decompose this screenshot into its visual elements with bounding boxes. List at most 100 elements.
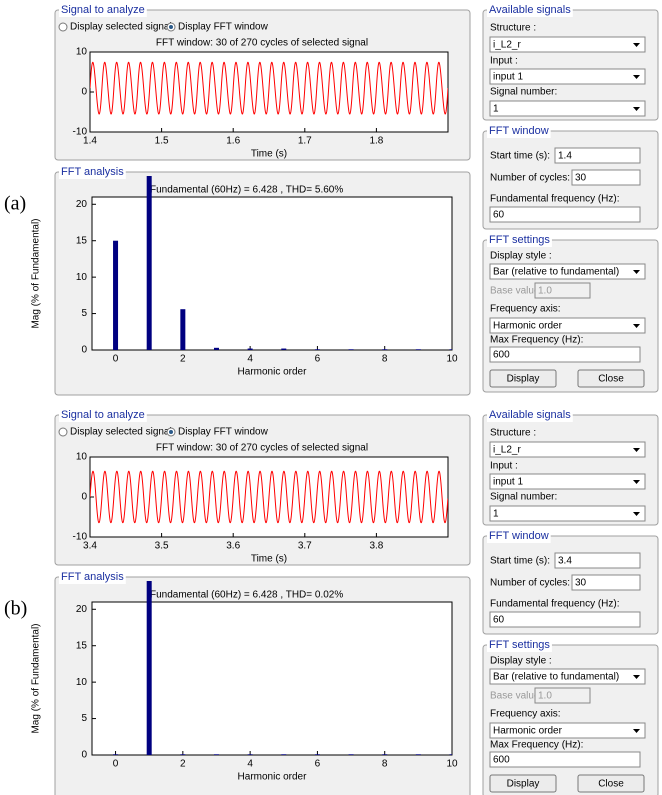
- input-box[interactable]: [489, 346, 641, 363]
- dropdown[interactable]: [489, 36, 646, 53]
- bar: [180, 754, 186, 755]
- x-axis-label: Harmonic order: [238, 772, 308, 783]
- group-title-bg: [487, 3, 573, 17]
- x-tick-label: 6: [315, 759, 321, 770]
- dropdown-text: Bar (relative to fundamental): [493, 672, 619, 683]
- x-tick-label: 3.7: [298, 541, 312, 552]
- group-title-bg: [487, 124, 551, 138]
- group-title: FFT window: [489, 125, 549, 137]
- x-tick-label: 3.6: [226, 541, 240, 552]
- group-box: [482, 644, 659, 795]
- group-title: Available signals: [489, 409, 571, 421]
- bar: [146, 176, 152, 350]
- input-box[interactable]: [554, 552, 641, 569]
- bar: [449, 349, 452, 350]
- button[interactable]: [577, 774, 645, 793]
- button[interactable]: [577, 369, 645, 388]
- field-label: Signal number:: [490, 87, 557, 98]
- dropdown-arrow: [633, 43, 640, 47]
- input-box[interactable]: [571, 169, 641, 186]
- x-tick-label: 3.5: [155, 541, 169, 552]
- dropdown-arrow: [633, 448, 640, 452]
- input-box-text: 1.0: [538, 286, 552, 297]
- field-label: Frequency axis:: [490, 709, 561, 720]
- x-tick-label: 0: [113, 759, 119, 770]
- y-tick-label: 15: [76, 235, 88, 246]
- input-box[interactable]: [571, 574, 641, 591]
- field-label: Max Frequency (Hz):: [490, 335, 583, 346]
- y-tick-label: 10: [76, 677, 88, 688]
- radio-button[interactable]: [58, 22, 68, 32]
- x-axis-label: Harmonic order: [238, 367, 308, 378]
- input-box[interactable]: [554, 147, 641, 164]
- group-box: [482, 239, 659, 393]
- dropdown[interactable]: [489, 317, 646, 334]
- input-box-text: 600: [493, 350, 510, 361]
- group-title-bg: [487, 408, 573, 422]
- field-label: Number of cycles:: [490, 173, 570, 184]
- dropdown[interactable]: [489, 722, 646, 739]
- button[interactable]: [489, 774, 557, 793]
- input-box[interactable]: [489, 751, 641, 768]
- button-label: Display: [507, 374, 540, 385]
- dropdown[interactable]: [489, 263, 646, 280]
- x-axis-label: Time (s): [251, 149, 287, 160]
- dropdown-text: input 1: [493, 72, 523, 83]
- input-box[interactable]: [489, 206, 641, 223]
- bar: [247, 754, 253, 755]
- field-label: Display style :: [490, 251, 552, 262]
- dropdown-text: Harmonic order: [493, 321, 563, 332]
- bar: [113, 240, 119, 350]
- y-tick-label: 10: [76, 272, 88, 283]
- field-label: Frequency axis:: [490, 304, 561, 315]
- waveform: [90, 61, 448, 115]
- x-tick-label: 6: [315, 354, 321, 365]
- group-title: FFT analysis: [61, 571, 124, 583]
- bar: [213, 347, 219, 350]
- dropdown[interactable]: [489, 441, 646, 458]
- x-tick-label: 8: [382, 354, 388, 365]
- dropdown[interactable]: [489, 473, 646, 490]
- group-title: FFT window: [489, 530, 549, 542]
- dropdown-text: input 1: [493, 477, 523, 488]
- dropdown-arrow: [633, 75, 640, 79]
- dropdown-arrow: [633, 107, 640, 111]
- x-tick-label: 8: [382, 759, 388, 770]
- y-tick-label: 20: [76, 604, 88, 615]
- field-label: Start time (s):: [490, 556, 550, 567]
- bar: [113, 754, 119, 755]
- field-label: Input :: [490, 461, 518, 472]
- radio-button[interactable]: [58, 427, 68, 437]
- bar: [314, 349, 320, 350]
- dropdown[interactable]: [489, 505, 646, 522]
- dropdown[interactable]: [489, 68, 646, 85]
- fft-title: Fundamental (60Hz) = 6.428 , THD= 5.60%: [150, 185, 343, 196]
- y-tick-label: 15: [76, 640, 88, 651]
- x-tick-label: 2: [180, 759, 186, 770]
- x-tick-label: 1.6: [226, 136, 240, 147]
- y-tick-label: 0: [81, 87, 87, 98]
- button[interactable]: [489, 369, 557, 388]
- group-title: FFT settings: [489, 639, 550, 651]
- group-title-bg: [59, 165, 126, 179]
- input-box[interactable]: [489, 611, 641, 628]
- dropdown[interactable]: [489, 668, 646, 685]
- dropdown-arrow: [633, 480, 640, 484]
- button-label: Close: [598, 779, 624, 790]
- bar: [281, 348, 287, 350]
- input-box-text: 60: [493, 210, 505, 221]
- group-title-bg: [59, 3, 147, 17]
- x-tick-label: 1.8: [369, 136, 383, 147]
- input-box: [534, 687, 591, 704]
- x-axis-label: Time (s): [251, 554, 287, 565]
- x-tick-label: 3.8: [369, 541, 383, 552]
- y-tick-label: 10: [76, 452, 88, 463]
- radio-label: Display FFT window: [178, 22, 269, 33]
- input-box-text: 30: [575, 578, 587, 589]
- group-title: FFT analysis: [61, 166, 124, 178]
- x-tick-label: 10: [446, 354, 458, 365]
- bar: [180, 309, 186, 350]
- x-tick-label: 1.5: [155, 136, 169, 147]
- input-box-text: 3.4: [558, 556, 572, 567]
- dropdown[interactable]: [489, 100, 646, 117]
